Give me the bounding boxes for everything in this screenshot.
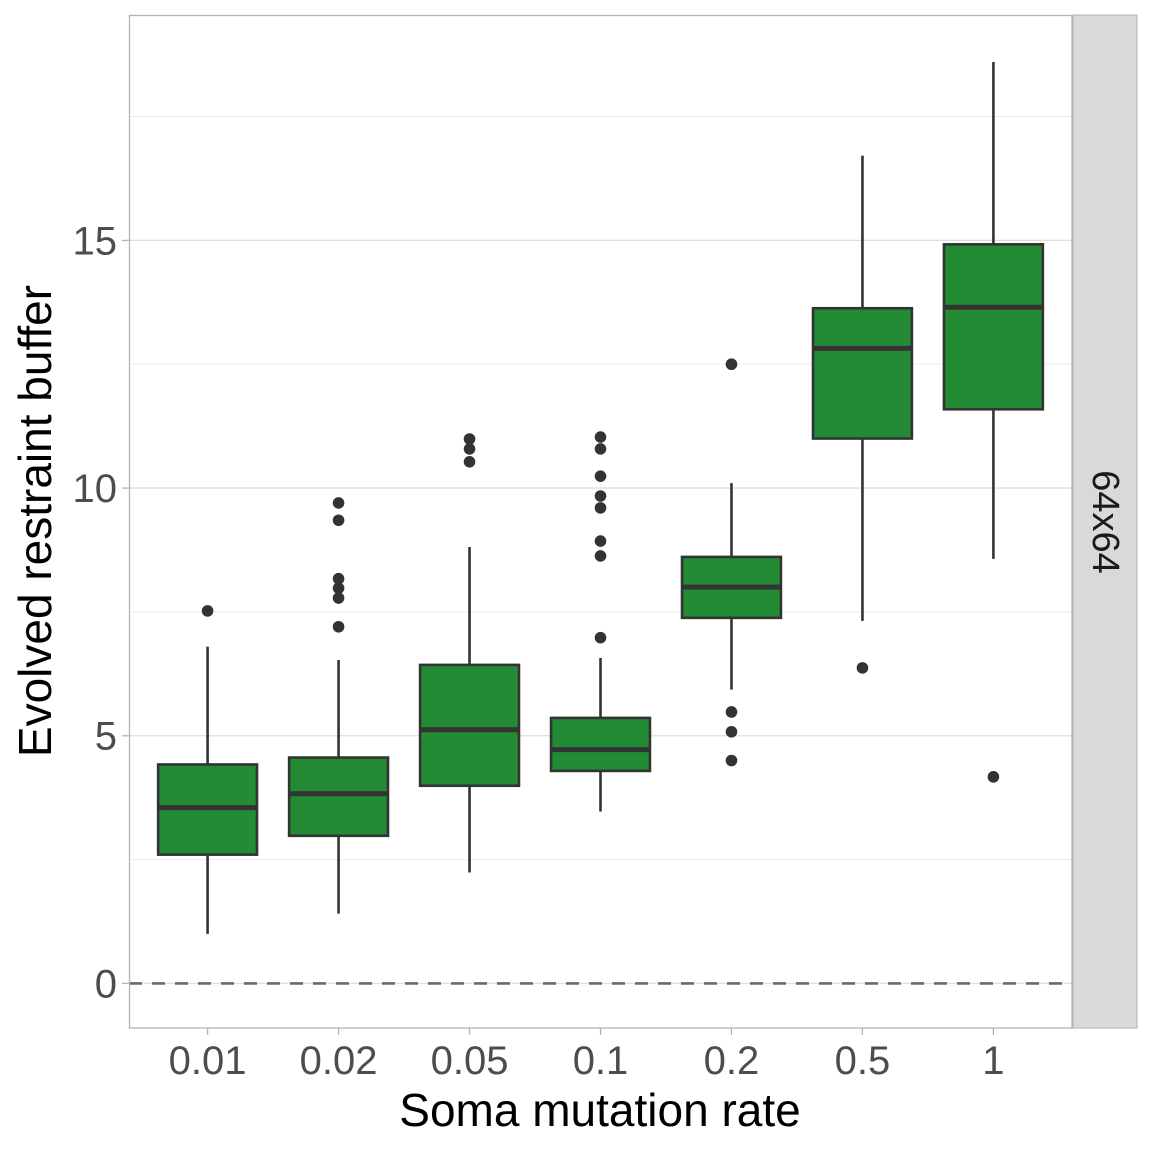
outlier-point (856, 662, 869, 674)
outlier-point (463, 433, 476, 445)
outlier-point (594, 502, 607, 514)
x-tick-label: 0.2 (704, 1039, 760, 1083)
outlier-point (594, 443, 607, 455)
outlier-point (463, 456, 476, 468)
outlier-point (725, 725, 738, 738)
box-iqr (811, 306, 914, 440)
outlier-point (725, 754, 738, 767)
box-iqr (549, 716, 652, 773)
boxplot-0.01 (156, 605, 259, 934)
outlier-point (332, 620, 345, 633)
outlier-point (332, 592, 345, 604)
x-tick-label: 0.5 (835, 1039, 891, 1083)
x-tick-label: 0.1 (573, 1039, 629, 1083)
boxplot-0.1 (549, 431, 652, 812)
outlier-point (332, 514, 345, 527)
outlier-point (332, 497, 345, 509)
x-tick-label: 0.05 (431, 1039, 509, 1083)
boxplot-0.02 (287, 497, 390, 914)
outlier-point (594, 535, 607, 547)
box-iqr (942, 243, 1045, 411)
outlier-point (594, 431, 607, 443)
facet-strip (1072, 14, 1138, 1029)
x-axis: 0.01 0.02 0.05 0.1 0.2 0.5 1 (169, 1028, 1005, 1083)
y-axis-title: Evolved restraint buffer (9, 285, 61, 757)
outlier-point (725, 358, 738, 371)
box-iqr (418, 663, 521, 788)
outlier-point (725, 706, 738, 718)
box-iqr (287, 756, 390, 838)
x-axis-title: Soma mutation rate (399, 1084, 800, 1136)
outlier-point (594, 470, 607, 482)
y-axis: 0 5 10 15 (73, 219, 129, 1006)
boxplot-1 (942, 62, 1045, 783)
outlier-point (463, 443, 476, 455)
outlier-point (594, 490, 607, 502)
x-tick-label: 0.01 (169, 1039, 247, 1083)
y-tick-label: 0 (95, 962, 117, 1006)
outlier-point (332, 572, 345, 585)
boxplot-0.05 (418, 433, 521, 873)
facet-strip-label: 64x64 (1084, 470, 1126, 574)
outlier-point (987, 771, 1000, 783)
outlier-point (594, 631, 607, 644)
boxplot-0.5 (811, 155, 914, 674)
y-tick-label: 5 (95, 715, 117, 759)
boxplots (156, 62, 1045, 934)
outlier-point (332, 582, 345, 594)
outlier-point (594, 550, 607, 562)
y-tick-label: 10 (73, 467, 118, 511)
boxplot-0.2 (680, 358, 783, 767)
x-tick-label: 0.02 (300, 1039, 378, 1083)
y-tick-label: 15 (73, 219, 118, 263)
plot-panel-background (129, 15, 1072, 1028)
x-tick-label: 1 (982, 1039, 1004, 1083)
outlier-point (201, 605, 214, 617)
